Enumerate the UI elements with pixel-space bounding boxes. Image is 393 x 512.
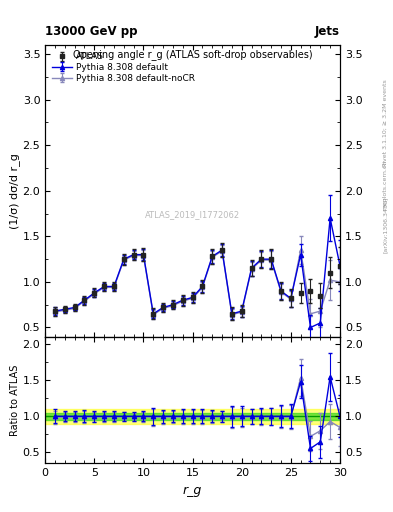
Text: ATLAS_2019_I1772062: ATLAS_2019_I1772062 (145, 209, 240, 219)
X-axis label: r_g: r_g (183, 484, 202, 497)
Text: Rivet 3.1.10; ≥ 3.2M events: Rivet 3.1.10; ≥ 3.2M events (383, 79, 387, 167)
Text: [arXiv:1306.3436]: [arXiv:1306.3436] (383, 197, 387, 253)
Text: 13000 GeV pp: 13000 GeV pp (45, 26, 138, 38)
Text: Jets: Jets (315, 26, 340, 38)
Text: mcplots.cern.ch: mcplots.cern.ch (383, 159, 387, 209)
Bar (45, 409, 340, 423)
Legend: ATLAS, Pythia 8.308 default, Pythia 8.308 default-noCR: ATLAS, Pythia 8.308 default, Pythia 8.30… (50, 50, 198, 86)
Y-axis label: Ratio to ATLAS: Ratio to ATLAS (10, 365, 20, 436)
Y-axis label: (1/σ) dσ/d r_g: (1/σ) dσ/d r_g (9, 153, 20, 229)
Text: Opening angle r_g (ATLAS soft-drop observables): Opening angle r_g (ATLAS soft-drop obser… (73, 50, 312, 60)
Bar (45, 413, 340, 420)
